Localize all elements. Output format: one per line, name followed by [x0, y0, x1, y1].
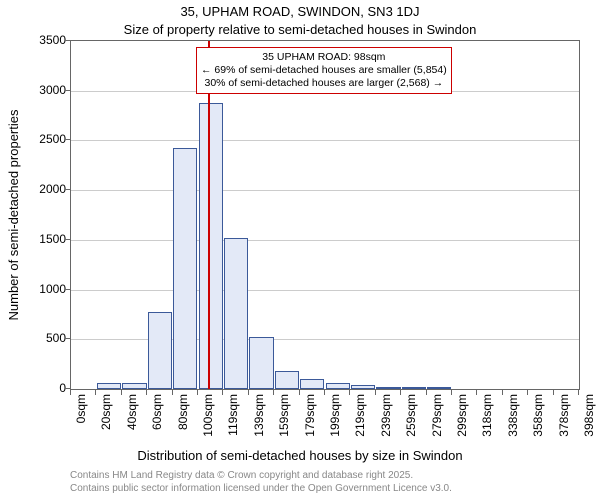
x-tick-mark — [146, 390, 147, 395]
x-tick-mark — [273, 390, 274, 395]
y-tick-mark — [65, 239, 70, 240]
histogram-bar — [224, 238, 248, 389]
x-tick-label: 60sqm — [150, 394, 164, 454]
x-tick-label: 100sqm — [201, 394, 215, 454]
grid-line — [71, 290, 579, 291]
y-tick-mark — [65, 139, 70, 140]
x-tick-mark — [400, 390, 401, 395]
y-tick-mark — [65, 40, 70, 41]
y-tick-mark — [65, 189, 70, 190]
x-axis-label: Distribution of semi-detached houses by … — [0, 448, 600, 463]
y-tick-mark — [65, 338, 70, 339]
x-tick-mark — [502, 390, 503, 395]
histogram-bar — [199, 103, 223, 389]
y-tick-label: 1000 — [39, 282, 66, 296]
x-tick-label: 0sqm — [74, 394, 88, 454]
x-tick-mark — [172, 390, 173, 395]
annotation-line-1: 35 UPHAM ROAD: 98sqm — [201, 51, 447, 64]
x-tick-mark — [578, 390, 579, 395]
x-tick-label: 299sqm — [455, 394, 469, 454]
y-tick-label: 1500 — [39, 232, 66, 246]
y-tick-mark — [65, 388, 70, 389]
histogram-bar — [148, 312, 172, 389]
y-tick-label: 3000 — [39, 83, 66, 97]
x-tick-mark — [426, 390, 427, 395]
histogram-bar — [173, 148, 197, 389]
x-tick-label: 318sqm — [480, 394, 494, 454]
x-tick-label: 40sqm — [125, 394, 139, 454]
x-tick-label: 259sqm — [404, 394, 418, 454]
x-tick-label: 159sqm — [277, 394, 291, 454]
y-tick-label: 2500 — [39, 132, 66, 146]
histogram-bar — [376, 387, 400, 389]
grid-line — [71, 140, 579, 141]
x-tick-label: 358sqm — [531, 394, 545, 454]
y-tick-mark — [65, 289, 70, 290]
grid-line — [71, 240, 579, 241]
footer-line-2: Contains public sector information licen… — [70, 483, 452, 496]
y-tick-label: 2000 — [39, 182, 66, 196]
x-tick-label: 199sqm — [328, 394, 342, 454]
y-axis-label: Number of semi-detached properties — [6, 110, 21, 321]
footer-line-1: Contains HM Land Registry data © Crown c… — [70, 470, 452, 483]
histogram-bar — [300, 379, 324, 389]
x-tick-mark — [527, 390, 528, 395]
x-tick-mark — [121, 390, 122, 395]
histogram-bar — [326, 383, 350, 389]
x-tick-mark — [299, 390, 300, 395]
x-tick-label: 279sqm — [430, 394, 444, 454]
histogram-chart: 35, UPHAM ROAD, SWINDON, SN3 1DJ Size of… — [0, 0, 600, 500]
histogram-bar — [402, 387, 426, 389]
x-tick-label: 219sqm — [353, 394, 367, 454]
annotation-line-2: ← 69% of semi-detached houses are smalle… — [201, 64, 447, 77]
histogram-bar — [249, 337, 273, 389]
x-tick-label: 378sqm — [557, 394, 571, 454]
x-tick-mark — [553, 390, 554, 395]
histogram-bar — [351, 385, 375, 389]
histogram-bar — [275, 371, 299, 389]
annotation-box: 35 UPHAM ROAD: 98sqm← 69% of semi-detach… — [196, 47, 452, 94]
histogram-bar — [427, 387, 451, 389]
x-tick-mark — [349, 390, 350, 395]
histogram-bar — [97, 383, 121, 389]
x-tick-label: 338sqm — [506, 394, 520, 454]
grid-line — [71, 190, 579, 191]
footer-attribution: Contains HM Land Registry data © Crown c… — [70, 470, 452, 495]
chart-title-main: 35, UPHAM ROAD, SWINDON, SN3 1DJ — [0, 4, 600, 19]
y-tick-mark — [65, 90, 70, 91]
x-tick-mark — [324, 390, 325, 395]
x-tick-mark — [375, 390, 376, 395]
x-tick-label: 398sqm — [582, 394, 596, 454]
histogram-bar — [122, 383, 146, 389]
x-tick-mark — [70, 390, 71, 395]
x-tick-mark — [476, 390, 477, 395]
x-tick-label: 80sqm — [176, 394, 190, 454]
x-tick-label: 139sqm — [252, 394, 266, 454]
y-tick-label: 500 — [46, 331, 66, 345]
x-tick-mark — [451, 390, 452, 395]
x-tick-mark — [222, 390, 223, 395]
x-tick-label: 239sqm — [379, 394, 393, 454]
y-tick-label: 3500 — [39, 33, 66, 47]
x-tick-mark — [197, 390, 198, 395]
x-tick-label: 179sqm — [303, 394, 317, 454]
plot-area: 35 UPHAM ROAD: 98sqm← 69% of semi-detach… — [70, 40, 580, 390]
x-tick-label: 119sqm — [226, 394, 240, 454]
chart-title-sub: Size of property relative to semi-detach… — [0, 22, 600, 37]
annotation-line-3: 30% of semi-detached houses are larger (… — [201, 77, 447, 90]
x-tick-label: 20sqm — [99, 394, 113, 454]
x-tick-mark — [95, 390, 96, 395]
x-tick-mark — [248, 390, 249, 395]
